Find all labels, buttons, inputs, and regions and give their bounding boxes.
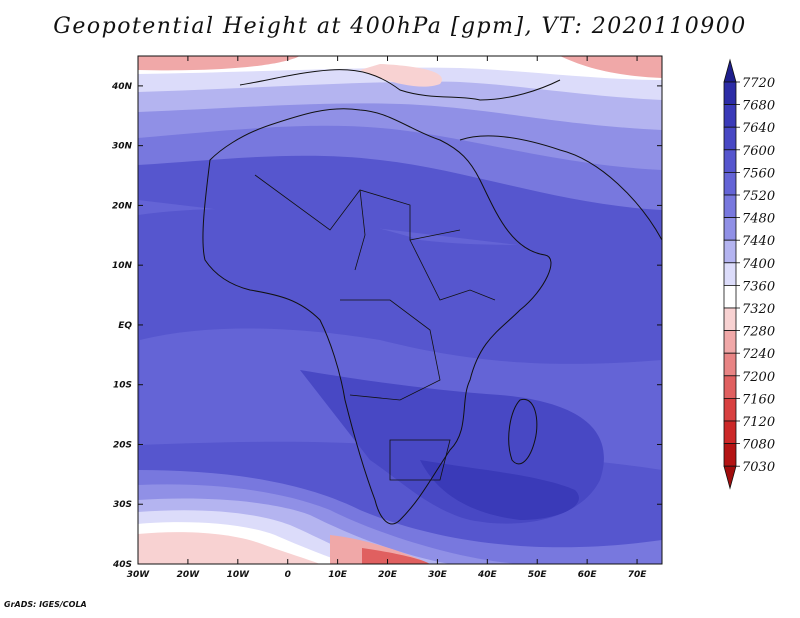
colorbar-swatch	[723, 397, 737, 422]
colorbar-swatch	[723, 217, 737, 241]
colorbar-swatch	[723, 330, 737, 354]
height-field	[138, 56, 662, 564]
colorbar-swatch	[723, 375, 737, 399]
lat-tick-label: 40N	[111, 82, 133, 92]
colorbar-swatch	[723, 126, 737, 151]
coastlines	[202, 69, 662, 525]
lat-tick-label: EQ	[118, 321, 132, 331]
map-title: Geopotential Height at 400hPa [gpm], VT:…	[53, 14, 747, 39]
lon-tick-label: 30E	[428, 570, 448, 580]
colorbar-top-arrow	[723, 58, 737, 83]
colorbar-swatch	[723, 262, 737, 286]
border-2	[354, 189, 366, 271]
colorbar-swatch	[723, 239, 737, 264]
colorbar-swatch	[723, 149, 737, 173]
madagascar-coast	[508, 398, 538, 465]
lat-tick-label: 30N	[112, 142, 133, 152]
border-5	[389, 439, 451, 481]
lon-tick-label: 30W	[127, 570, 151, 580]
band-7280-south	[138, 532, 320, 564]
colorbar-level-label: 7480	[742, 212, 775, 227]
lon-tick-label: 50E	[528, 570, 548, 580]
axis-ticks: 30W 20W 10W 0 10E 20E 30E 40E 50E 60E 70E 40N 30N 20N…	[111, 56, 662, 580]
colorbar-level-label: 7400	[742, 257, 775, 272]
lat-tick-label: 20S	[113, 440, 132, 450]
lon-tick-label: 20E	[378, 570, 398, 580]
colorbar-level-label: 7640	[742, 121, 775, 136]
border-1	[254, 174, 461, 241]
colorbar-swatch	[723, 194, 737, 219]
colorbar-swatch	[723, 81, 737, 106]
lat-tick-label: 10S	[113, 381, 132, 391]
colorbar-level-label: 7280	[742, 325, 775, 340]
lat-tick-label: 40S	[112, 560, 132, 570]
lon-tick-label: 60E	[578, 570, 598, 580]
colorbar-swatch	[723, 171, 737, 196]
colorbar-swatch	[723, 352, 737, 377]
arabia-coast	[459, 135, 662, 241]
colorbar-level-label: 7320	[742, 302, 775, 317]
band-7240-ne	[560, 56, 662, 78]
colorbar-level-label: 7160	[742, 392, 775, 407]
map-frame	[137, 55, 663, 565]
africa-coast	[202, 108, 552, 525]
lon-tick-label: 70E	[628, 570, 648, 580]
colorbar-swatch	[723, 284, 737, 309]
colorbar-level-label: 7080	[742, 438, 775, 453]
band-7160-south	[362, 548, 430, 564]
colorbar-swatch	[723, 443, 737, 467]
colorbar-level-label: 7030	[742, 460, 775, 475]
colorbar-swatch	[723, 307, 737, 332]
colorbar-level-label: 7120	[742, 415, 775, 430]
colorbar-level-label: 7240	[742, 347, 775, 362]
border-4	[340, 299, 441, 401]
lon-tick-label: 40E	[477, 570, 498, 580]
lon-tick-label: 20W	[177, 570, 201, 580]
lat-tick-label: 10N	[112, 261, 133, 271]
band-7240-nw	[138, 56, 300, 71]
colorbar-bottom-arrow	[723, 465, 737, 490]
lat-tick-label: 20N	[112, 201, 133, 211]
colorbar-level-label: 7600	[742, 144, 775, 159]
border-3	[409, 239, 496, 301]
country-borders	[254, 174, 496, 481]
band-7640	[420, 460, 579, 520]
colorbar-level-label: 7680	[742, 99, 775, 114]
colorbar-level-label: 7520	[742, 189, 775, 204]
band-7280-med	[360, 64, 442, 87]
colorbar: 7720 7680 7640 7600 7560 7520 7480 7440 7400 7360…	[723, 58, 775, 490]
lon-tick-label: 0	[285, 570, 291, 580]
med-coast	[239, 69, 561, 101]
colorbar-level-label: 7720	[742, 76, 775, 91]
colorbar-level-label: 7360	[742, 279, 775, 294]
grads-credit: GrADS: IGES/COLA	[4, 600, 87, 609]
lat-tick-label: 30S	[113, 500, 132, 510]
lon-tick-label: 10E	[328, 570, 348, 580]
colorbar-level-label: 7200	[742, 370, 775, 385]
lon-tick-label: 10W	[227, 570, 251, 580]
colorbar-level-label: 7560	[742, 166, 775, 181]
colorbar-swatch	[723, 104, 737, 128]
colorbar-level-label: 7440	[742, 234, 775, 249]
colorbar-swatch	[723, 420, 737, 445]
